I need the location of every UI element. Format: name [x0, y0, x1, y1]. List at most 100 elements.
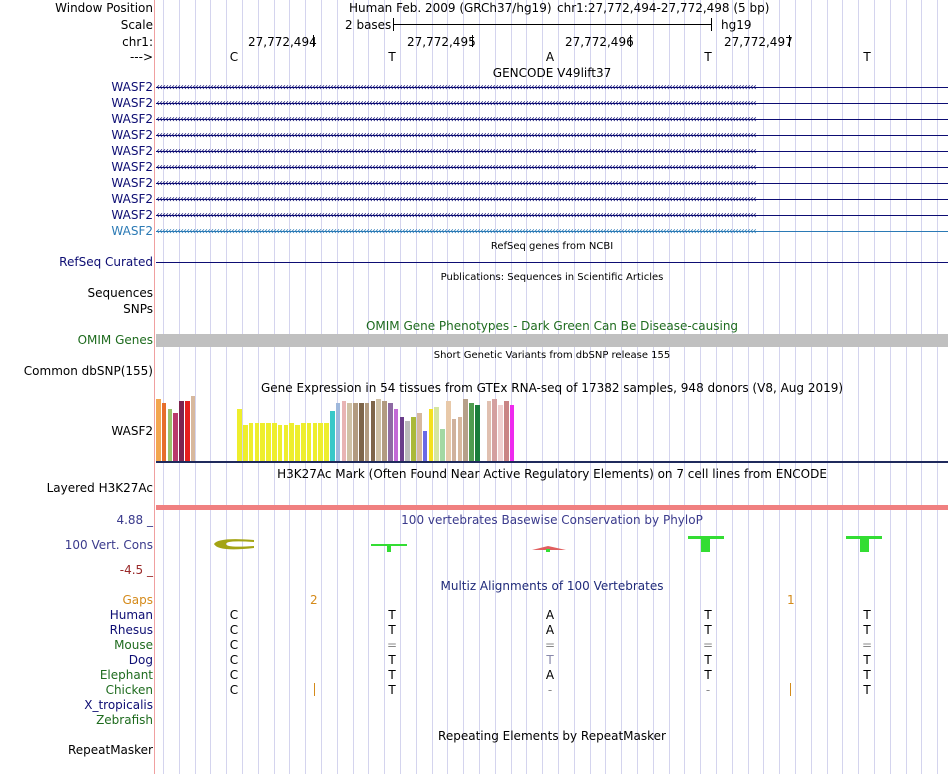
refseq-intron-line[interactable]	[156, 262, 948, 263]
species-label[interactable]: Dog	[128, 653, 153, 667]
gtex-tissue-bar[interactable]	[248, 423, 254, 461]
scale-label[interactable]: Scale	[120, 18, 153, 32]
gtex-tissue-bar[interactable]	[446, 401, 451, 461]
gtex-tissue-bar[interactable]	[509, 405, 515, 461]
gtex-tissue-bar[interactable]	[173, 413, 178, 461]
gtex-tissue-bar[interactable]	[498, 405, 503, 461]
species-label[interactable]: X_tropicalis	[84, 698, 153, 712]
gtex-tissue-bar[interactable]	[254, 423, 260, 461]
gtex-tissue-bar[interactable]	[480, 403, 486, 461]
chrom-label[interactable]: chr1:	[122, 35, 153, 49]
gencode-transcript[interactable]: ‹‹‹‹‹‹‹‹‹‹‹‹‹‹‹‹‹‹‹‹‹‹‹‹‹‹‹‹‹‹‹‹‹‹‹‹‹‹‹‹…	[156, 113, 948, 127]
gtex-tissue-bar[interactable]	[301, 423, 306, 461]
gtex-tissue-bar[interactable]	[411, 417, 416, 461]
gtex-tissue-bar[interactable]	[353, 403, 358, 461]
gtex-track-title[interactable]: Gene Expression in 54 tissues from GTEx …	[260, 381, 844, 395]
species-label[interactable]: Human	[109, 608, 153, 622]
gtex-tissue-bar[interactable]	[312, 423, 318, 461]
gtex-tissue-bar[interactable]	[405, 421, 410, 461]
gtex-tissue-bar[interactable]	[295, 425, 300, 461]
gtex-tissue-bar[interactable]	[428, 409, 434, 461]
gtex-tissue-bar[interactable]	[324, 423, 329, 461]
h3k27ac-signal[interactable]	[156, 505, 948, 510]
gtex-tissue-bar[interactable]	[266, 423, 271, 461]
gtex-tissue-bar[interactable]	[330, 411, 335, 461]
gtex-tissue-bar[interactable]	[318, 423, 323, 461]
dbsnp-label[interactable]: Common dbSNP(155)	[23, 364, 153, 378]
gtex-tissue-bar[interactable]	[196, 403, 202, 461]
publications-track-title[interactable]: Publications: Sequences in Scientific Ar…	[440, 272, 664, 283]
gencode-track-title[interactable]: GENCODE V49lift37	[492, 66, 612, 80]
species-label[interactable]: Mouse	[114, 638, 153, 652]
gtex-tissue-bar[interactable]	[289, 423, 294, 461]
gtex-tissue-bar[interactable]	[388, 403, 393, 461]
omim-feature[interactable]	[156, 334, 948, 347]
species-label[interactable]: Chicken	[105, 683, 153, 697]
gencode-gene-label[interactable]: WASF2	[111, 144, 153, 158]
gtex-tissue-bar[interactable]	[399, 417, 405, 461]
gencode-transcript[interactable]: ‹‹‹‹‹‹‹‹‹‹‹‹‹‹‹‹‹‹‹‹‹‹‹‹‹‹‹‹‹‹‹‹‹‹‹‹‹‹‹‹…	[156, 177, 948, 191]
species-label[interactable]: Elephant	[99, 668, 153, 682]
gencode-transcript[interactable]: ‹‹‹‹‹‹‹‹‹‹‹‹‹‹‹‹‹‹‹‹‹‹‹‹‹‹‹‹‹‹‹‹‹‹‹‹‹‹‹‹…	[156, 81, 948, 95]
omim-track-title[interactable]: OMIM Gene Phenotypes - Dark Green Can Be…	[365, 319, 739, 333]
gencode-gene-label[interactable]: WASF2	[111, 112, 153, 126]
gaps-label[interactable]: Gaps	[122, 593, 153, 607]
gtex-tissue-bar[interactable]	[190, 396, 196, 461]
gtex-tissue-bar[interactable]	[167, 409, 173, 461]
gtex-tissue-bar[interactable]	[376, 399, 381, 461]
gtex-tissue-bar[interactable]	[283, 425, 289, 461]
phylop-plot[interactable]	[156, 528, 948, 568]
gencode-gene-label[interactable]: WASF2	[111, 96, 153, 110]
gtex-tissue-bar[interactable]	[185, 401, 190, 461]
gtex-tissue-bar[interactable]	[161, 403, 167, 461]
gtex-tissue-bar[interactable]	[243, 425, 248, 461]
gtex-tissue-bar[interactable]	[156, 399, 161, 461]
gtex-tissue-bar[interactable]	[260, 423, 265, 461]
gtex-tissue-bar[interactable]	[475, 405, 480, 461]
gencode-transcript[interactable]: ‹‹‹‹‹‹‹‹‹‹‹‹‹‹‹‹‹‹‹‹‹‹‹‹‹‹‹‹‹‹‹‹‹‹‹‹‹‹‹‹…	[156, 97, 948, 111]
dbsnp-track-title[interactable]: Short Genetic Variants from dbSNP releas…	[433, 350, 671, 361]
gtex-tissue-bar[interactable]	[463, 399, 468, 461]
repeatmasker-track-title[interactable]: Repeating Elements by RepeatMasker	[438, 729, 666, 743]
gencode-gene-label[interactable]: WASF2	[111, 128, 153, 142]
multiz-track-title[interactable]: Multiz Alignments of 100 Vertebrates	[440, 579, 664, 593]
h3k27ac-track-title[interactable]: H3K27Ac Mark (Often Found Near Active Re…	[277, 467, 827, 481]
gtex-tissue-bar[interactable]	[237, 409, 242, 461]
gtex-tissue-bar[interactable]	[347, 403, 352, 461]
gencode-transcript[interactable]: ‹‹‹‹‹‹‹‹‹‹‹‹‹‹‹‹‹‹‹‹‹‹‹‹‹‹‹‹‹‹‹‹‹‹‹‹‹‹‹‹…	[156, 161, 948, 175]
gtex-tissue-bar[interactable]	[486, 401, 492, 461]
gencode-gene-label[interactable]: WASF2	[111, 192, 153, 206]
omim-label[interactable]: OMIM Genes	[77, 333, 153, 347]
repeatmasker-label[interactable]: RepeatMasker	[67, 743, 153, 757]
gtex-tissue-bar[interactable]	[434, 407, 439, 461]
publications-label[interactable]: Sequences	[87, 286, 153, 300]
gtex-tissue-bar[interactable]	[417, 413, 422, 461]
gtex-bar-chart[interactable]	[156, 396, 556, 461]
gencode-transcript[interactable]: ‹‹‹‹‹‹‹‹‹‹‹‹‹‹‹‹‹‹‹‹‹‹‹‹‹‹‹‹‹‹‹‹‹‹‹‹‹‹‹‹…	[156, 225, 948, 239]
gtex-tissue-bar[interactable]	[504, 401, 509, 461]
species-label[interactable]: Rhesus	[109, 623, 153, 637]
strand-label[interactable]: --->	[129, 50, 153, 64]
gtex-tissue-bar[interactable]	[451, 419, 457, 461]
gencode-gene-label[interactable]: WASF2	[111, 208, 153, 222]
gtex-tissue-bar[interactable]	[469, 403, 474, 461]
gencode-gene-label[interactable]: WASF2	[111, 224, 153, 238]
species-label[interactable]: Zebrafish	[96, 713, 153, 727]
gencode-transcript[interactable]: ‹‹‹‹‹‹‹‹‹‹‹‹‹‹‹‹‹‹‹‹‹‹‹‹‹‹‹‹‹‹‹‹‹‹‹‹‹‹‹‹…	[156, 193, 948, 207]
h3k27ac-label[interactable]: Layered H3K27Ac	[46, 481, 153, 495]
phylop-label[interactable]: 100 Vert. Cons	[64, 538, 153, 552]
gtex-tissue-bar[interactable]	[277, 425, 283, 461]
gtex-tissue-bar[interactable]	[457, 417, 463, 461]
gtex-tissue-bar[interactable]	[382, 401, 387, 461]
gencode-gene-label[interactable]: WASF2	[111, 176, 153, 190]
phylop-track-title[interactable]: 100 vertebrates Basewise Conservation by…	[401, 513, 703, 527]
gtex-tissue-bar[interactable]	[341, 401, 347, 461]
gtex-tissue-bar[interactable]	[306, 423, 312, 461]
gtex-label[interactable]: WASF2	[111, 424, 153, 438]
refseq-track-title[interactable]: RefSeq genes from NCBI	[490, 241, 614, 252]
gtex-tissue-bar[interactable]	[422, 431, 428, 461]
gtex-tissue-bar[interactable]	[492, 399, 497, 461]
gencode-transcript[interactable]: ‹‹‹‹‹‹‹‹‹‹‹‹‹‹‹‹‹‹‹‹‹‹‹‹‹‹‹‹‹‹‹‹‹‹‹‹‹‹‹‹…	[156, 209, 948, 223]
gtex-tissue-bar[interactable]	[370, 401, 376, 461]
gtex-tissue-bar[interactable]	[393, 409, 399, 461]
